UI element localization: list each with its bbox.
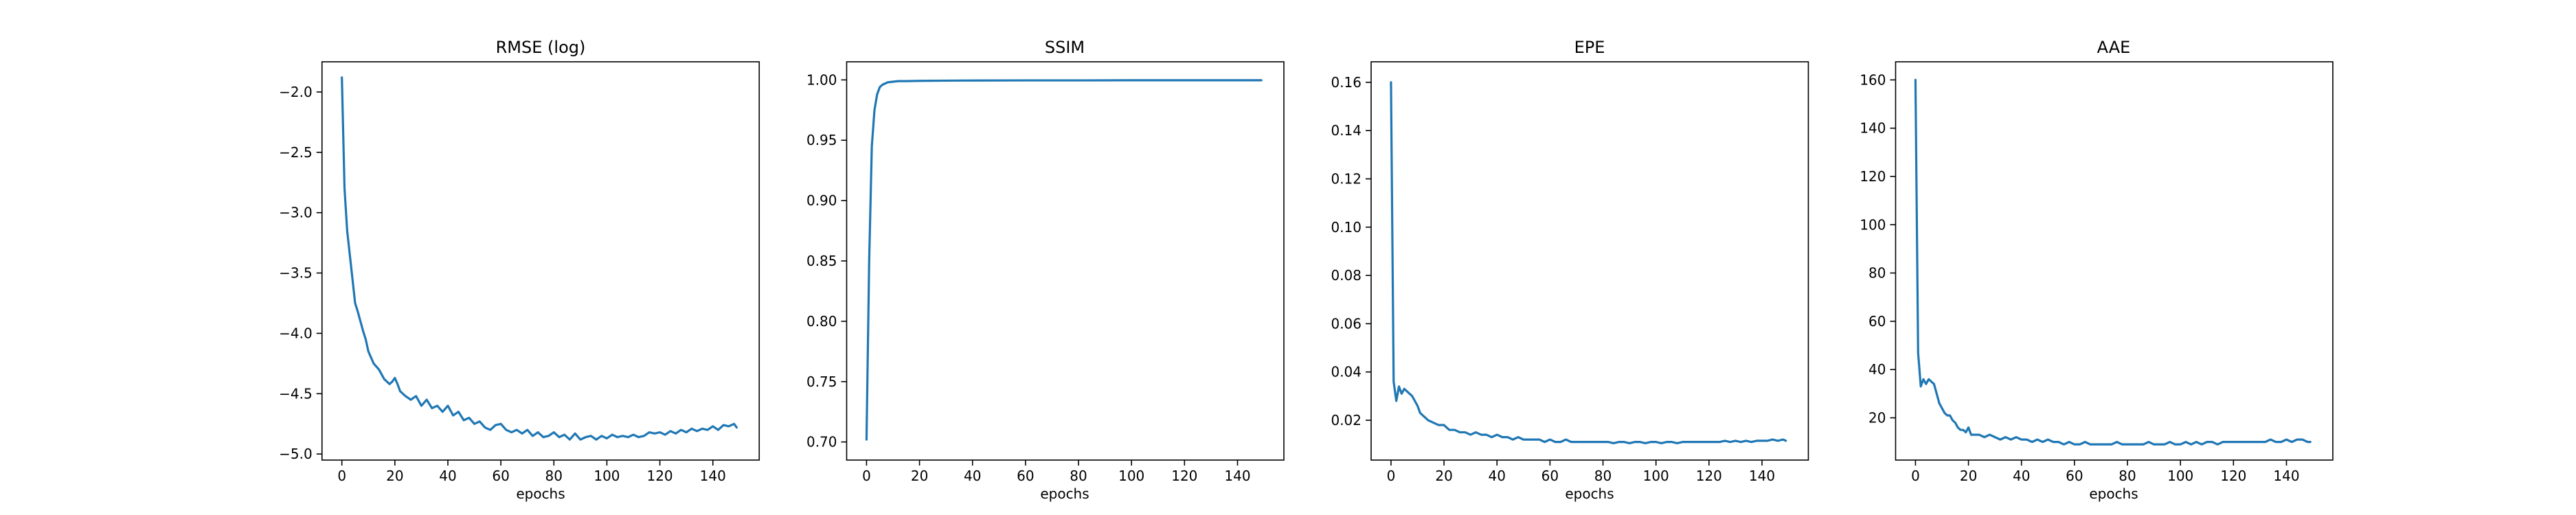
x-tick-label: 80 (2119, 468, 2136, 484)
x-tick-label: 100 (1643, 468, 1669, 484)
axis-ticks: 0 20 40 60 80 100 120 140 0.02 0.04 0.06 0.08 0.10 0.… (1331, 74, 1775, 484)
y-tick-label: −5.0 (279, 446, 313, 462)
x-tick-label: 120 (1696, 468, 1722, 484)
y-tick-label: 120 (1860, 168, 1886, 185)
y-tick-label: −4.0 (279, 325, 313, 341)
x-tick-label: 60 (492, 468, 509, 484)
x-tick-label: 140 (700, 468, 726, 484)
y-tick-label: 140 (1860, 120, 1886, 137)
y-tick-label: 0.75 (806, 374, 837, 390)
x-tick-label: 100 (594, 468, 620, 484)
y-tick-label: 0.14 (1331, 122, 1362, 139)
series-line (1390, 81, 1787, 444)
y-tick-label: 0.80 (806, 313, 837, 330)
x-tick-label: 100 (1118, 468, 1144, 484)
axis-ticks: 0 20 40 60 80 100 120 140 0.70 0.75 0.80 0.85 0.90 0.… (806, 71, 1251, 484)
x-tick-label: 40 (439, 468, 456, 484)
x-tick-label: 80 (1070, 468, 1087, 484)
x-tick-label: 140 (2273, 468, 2299, 484)
axes-frame (846, 61, 1285, 461)
axis-ticks: 0 20 40 60 80 100 120 140 20 40 60 80 100 120 140 160 (1860, 71, 2299, 484)
subplot-epe: EPE epochs 0 20 40 60 80 100 120 140 0.02 0.04 0.0… (1331, 38, 1809, 502)
x-tick-label: 80 (545, 468, 563, 484)
y-tick-label: −2.0 (279, 84, 313, 100)
y-tick-label: 0.85 (806, 253, 837, 269)
x-tick-label: 120 (646, 468, 673, 484)
axis-ticks: 0 20 40 60 80 100 120 140 −5.0 −4.5 −4.0 −3.5 −3.0 −2… (279, 84, 726, 484)
axes-frame (1895, 61, 2334, 461)
y-tick-label: 160 (1860, 71, 1886, 88)
subplot-rmse: RMSE (log) epochs 0 20 40 60 80 100 120 140 −5.0… (279, 38, 760, 502)
y-tick-label: 0.10 (1331, 219, 1362, 236)
y-tick-label: 60 (1868, 313, 1886, 330)
x-tick-label: 20 (386, 468, 403, 484)
x-axis-label: epochs (2089, 485, 2138, 502)
y-tick-label: 0.16 (1331, 74, 1362, 91)
series-line (341, 76, 738, 441)
y-tick-label: −3.0 (279, 205, 313, 221)
x-tick-label: 0 (862, 468, 871, 484)
y-tick-label: 80 (1868, 265, 1886, 282)
x-tick-label: 140 (1224, 468, 1250, 484)
y-tick-label: 0.70 (806, 434, 837, 450)
y-tick-label: −2.5 (279, 144, 313, 161)
x-tick-label: 100 (2167, 468, 2193, 484)
axes-frame (321, 61, 760, 461)
y-tick-label: 100 (1860, 216, 1886, 233)
x-tick-label: 140 (1749, 468, 1775, 484)
y-tick-label: 0.90 (806, 192, 837, 209)
y-tick-label: 0.02 (1331, 412, 1362, 428)
subplot-ssim: SSIM epochs 0 20 40 60 80 100 120 140 0.70 0.75 0.… (806, 38, 1285, 502)
x-tick-label: 120 (2220, 468, 2246, 484)
y-tick-label: −3.5 (279, 265, 313, 282)
axes-frame (1370, 61, 1809, 461)
subplot-title: RMSE (log) (496, 38, 586, 57)
x-tick-label: 20 (1435, 468, 1452, 484)
subplot-title: EPE (1574, 38, 1605, 57)
y-tick-label: 0.06 (1331, 315, 1362, 332)
x-tick-label: 40 (1489, 468, 1506, 484)
x-axis-label: epochs (1040, 485, 1089, 502)
y-tick-label: 0.04 (1331, 364, 1362, 380)
x-axis-label: epochs (516, 485, 565, 502)
x-tick-label: 0 (337, 468, 346, 484)
subplot-title: AAE (2097, 38, 2131, 57)
subplot-title: SSIM (1045, 38, 1085, 57)
x-tick-label: 40 (2013, 468, 2030, 484)
x-tick-label: 60 (2066, 468, 2083, 484)
x-tick-label: 20 (911, 468, 928, 484)
y-tick-label: 1.00 (806, 71, 837, 88)
y-tick-label: 40 (1868, 361, 1886, 378)
x-tick-label: 20 (1960, 468, 1977, 484)
y-tick-label: 0.95 (806, 132, 837, 148)
series-line (865, 79, 1263, 441)
x-tick-label: 120 (1171, 468, 1197, 484)
x-tick-label: 40 (964, 468, 981, 484)
subplot-aae: AAE epochs 0 20 40 60 80 100 120 140 20 40 60 80 100… (1860, 38, 2334, 502)
x-axis-label: epochs (1565, 485, 1614, 502)
series-line (1914, 78, 2312, 446)
x-tick-label: 60 (1541, 468, 1559, 484)
x-tick-label: 0 (1387, 468, 1396, 484)
y-tick-label: 0.08 (1331, 267, 1362, 284)
x-tick-label: 80 (1594, 468, 1612, 484)
x-tick-label: 60 (1017, 468, 1034, 484)
y-tick-label: 0.12 (1331, 170, 1362, 187)
x-tick-label: 0 (1911, 468, 1920, 484)
y-tick-label: −4.5 (279, 385, 313, 402)
y-tick-label: 20 (1868, 409, 1886, 426)
